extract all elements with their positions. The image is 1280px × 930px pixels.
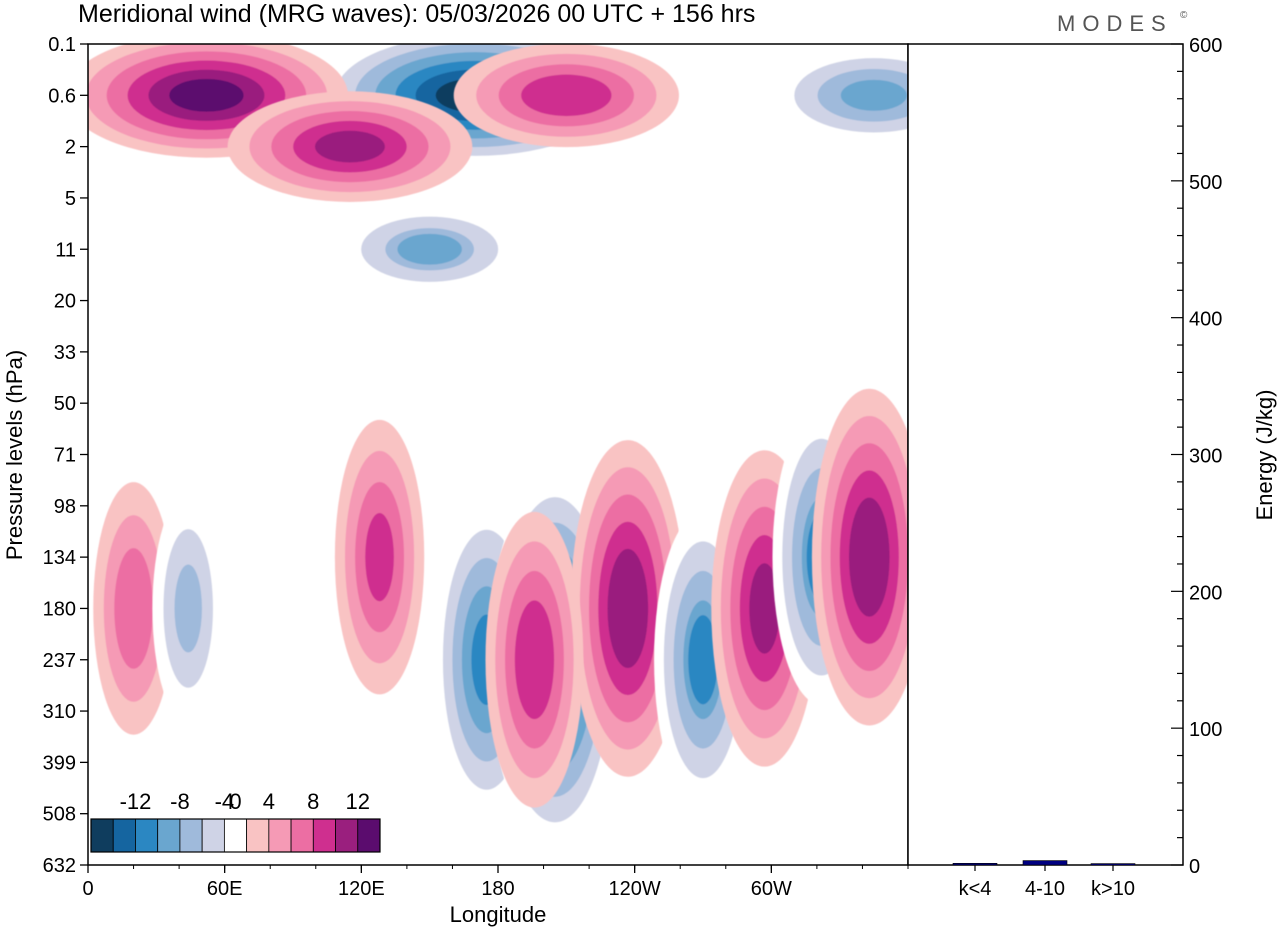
colorbar-frame — [90, 818, 381, 853]
colorbar-cell — [312, 818, 336, 853]
energy-frame — [907, 43, 1184, 866]
wind-anomaly — [93, 482, 174, 735]
colorbar-cell — [179, 818, 203, 853]
colorbar-label: 4 — [263, 789, 275, 814]
wind-anomaly — [771, 47, 908, 144]
longitude-tick-label: 0 — [82, 878, 93, 900]
contour-band — [365, 512, 394, 602]
longitude-tick-label: 180 — [481, 878, 514, 900]
energy-tick-label: 500 — [1189, 172, 1222, 194]
contour-band — [749, 563, 780, 654]
energy-tick-label: 200 — [1189, 582, 1222, 604]
longitude-tick-label: 60E — [207, 878, 243, 900]
pressure-tick-label: 50 — [54, 393, 76, 415]
longitude-tick-label: 120E — [338, 878, 385, 900]
contour-band — [397, 233, 462, 265]
energy-axis: 0 100 200 300 400 500 600 — [1171, 35, 1222, 878]
longitude-tick-label: 60W — [751, 878, 792, 900]
wind-field — [88, 44, 908, 848]
colorbar-label: -8 — [170, 789, 190, 814]
logo-mark: © — [1180, 10, 1188, 21]
colorbar-cell — [112, 818, 136, 853]
x-axis-label: Longitude — [450, 902, 547, 927]
colorbar-label: -12 — [120, 789, 152, 814]
pressure-tick-label: 33 — [54, 342, 76, 364]
pressure-tick-label: 71 — [54, 445, 76, 467]
colorbar-label: 8 — [307, 789, 319, 814]
pressure-tick-label: 98 — [54, 496, 76, 518]
colorbar-label: 0 — [229, 789, 241, 814]
pressure-tick-label: 2 — [65, 137, 76, 159]
pressure-tick-label: 632 — [43, 855, 76, 877]
pressure-tick-label: 11 — [55, 239, 76, 261]
energy-axis-label: Energy (J/kg) — [1252, 390, 1277, 521]
contour-band — [174, 564, 202, 653]
pressure-axis: 0.1 0.6 2 5 11 20 33 50 71 98 134 180 237 310 399 508 63… — [43, 34, 88, 877]
colorbar-cell — [157, 818, 181, 853]
energy-tick-label: 0 — [1189, 856, 1200, 878]
energy-panel: 0 100 200 300 400 500 600 k<4 4-10 k>10 — [907, 35, 1222, 900]
colorbar-label: 12 — [346, 789, 370, 814]
colorbar: -12 -8 -40 4 8 12 — [90, 789, 381, 853]
pressure-tick-label: 134 — [43, 547, 76, 569]
colorbar-cell — [246, 818, 270, 853]
colorbar-cell — [357, 818, 381, 853]
energy-bar — [1090, 863, 1136, 866]
energy-tick-label: 100 — [1189, 719, 1222, 741]
wind-anomaly — [152, 493, 225, 724]
contour-band — [119, 564, 148, 653]
colorbar-cell — [335, 818, 359, 853]
colorbar-cell — [90, 818, 114, 853]
energy-tick-label: 400 — [1189, 309, 1222, 331]
contour-band — [169, 78, 244, 112]
pressure-tick-label: 20 — [54, 291, 76, 313]
modes-logo: MODES — [1057, 11, 1173, 36]
contour-band — [853, 511, 885, 604]
pressure-tick-label: 0.6 — [48, 85, 76, 107]
wind-anomaly — [336, 205, 523, 294]
heatmap-panel: 0.1 0.6 2 5 11 20 33 50 71 98 134 180 237 310 399 508 63… — [43, 34, 909, 900]
pressure-tick-label: 180 — [43, 598, 76, 620]
colorbar-label: -4 — [215, 789, 235, 814]
longitude-axis: 0 60E 120E 180 120W 60W — [82, 865, 909, 900]
pressure-tick-label: 399 — [43, 752, 76, 774]
contour-band — [314, 130, 385, 163]
y-axis-label: Pressure levels (hPa) — [2, 350, 27, 560]
contour-band — [612, 562, 644, 655]
wind-anomaly — [811, 388, 908, 726]
pressure-tick-label: 237 — [43, 650, 76, 672]
pressure-tick-label: 0.1 — [48, 34, 76, 56]
longitude-tick-label: 120W — [609, 878, 661, 900]
colorbar-cell — [268, 818, 292, 853]
contour-band — [840, 79, 907, 111]
contour-band — [532, 79, 601, 111]
energy-category-label: k>10 — [1091, 878, 1135, 900]
wind-anomaly — [227, 91, 473, 202]
wind-anomaly — [334, 419, 425, 695]
pressure-tick-label: 508 — [43, 804, 76, 826]
chart-title: Meridional wind (MRG waves): 05/03/2026 … — [78, 0, 755, 28]
energy-tick-label: 600 — [1189, 35, 1222, 57]
pressure-tick-label: 5 — [65, 188, 76, 210]
energy-category-label: k<4 — [959, 878, 992, 900]
wind-anomaly — [485, 511, 584, 808]
energy-bar — [1022, 860, 1068, 866]
colorbar-cell — [135, 818, 159, 853]
contour-band — [519, 615, 550, 705]
colorbar-cell — [223, 818, 248, 853]
energy-categories: k<4 4-10 k>10 — [959, 865, 1135, 900]
energy-category-label: 4-10 — [1025, 878, 1065, 900]
pressure-tick-label: 310 — [43, 701, 76, 723]
energy-bar — [952, 863, 998, 866]
contour-band — [688, 615, 718, 705]
energy-tick-label: 300 — [1189, 446, 1222, 468]
colorbar-cell — [201, 818, 225, 853]
wind-anomaly — [453, 44, 679, 148]
colorbar-cell — [290, 818, 314, 853]
